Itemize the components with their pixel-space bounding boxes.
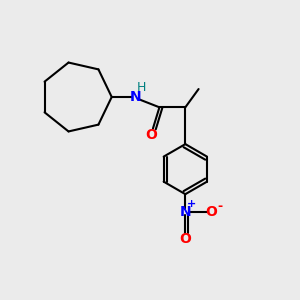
Text: -: - [217,200,222,213]
Text: N: N [130,90,141,104]
Text: O: O [179,232,191,246]
Text: O: O [146,128,158,142]
Text: +: + [187,199,196,208]
Text: O: O [205,205,217,219]
Text: H: H [137,81,146,94]
Text: N: N [179,205,191,219]
